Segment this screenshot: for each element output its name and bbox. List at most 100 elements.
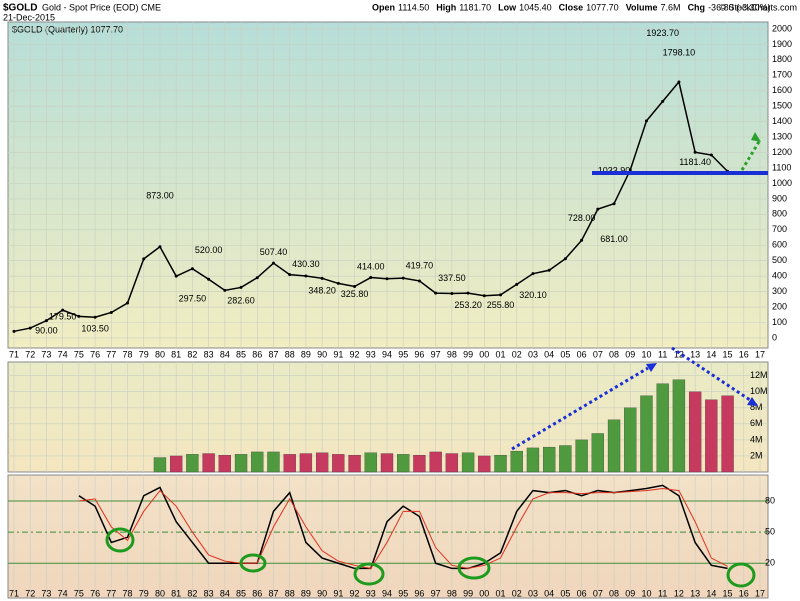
quote-label: Chg <box>688 2 706 12</box>
x-tick-label: 99 <box>463 588 473 598</box>
price-point <box>223 288 227 292</box>
volume-bar <box>267 451 280 473</box>
x-tick-label: 94 <box>382 349 392 359</box>
x-tick-label: 91 <box>333 588 343 598</box>
circle <box>239 553 267 573</box>
x-tick-label: 78 <box>123 349 133 359</box>
x-tick-label: 10 <box>641 588 651 598</box>
x-tick-label: 09 <box>625 588 635 598</box>
price-point <box>126 301 130 305</box>
y-tick-label: 1200 <box>772 147 792 157</box>
x-tick-label: 17 <box>755 588 765 598</box>
y-tick-label: 1000 <box>772 178 792 188</box>
arrow-head <box>747 397 758 406</box>
volume-bar <box>575 439 588 473</box>
y-tick-label: 1500 <box>772 101 792 111</box>
x-tick-label: 90 <box>317 349 327 359</box>
volume-bar <box>672 379 686 473</box>
x-tick-label: 05 <box>560 349 570 359</box>
y-tick-label: 4M <box>750 434 763 444</box>
price-point <box>677 80 681 84</box>
x-tick-label: 95 <box>398 588 408 598</box>
x-tick-label: 12 <box>674 588 684 598</box>
x-tick-label: 88 <box>285 349 295 359</box>
circle <box>457 556 491 580</box>
x-tick-label: 16 <box>739 588 749 598</box>
price-point <box>109 310 113 314</box>
x-tick-label: 71 <box>9 349 19 359</box>
x-tick-label: 86 <box>252 349 262 359</box>
x-tick-label: 72 <box>25 349 35 359</box>
symbol: $GOLD <box>3 3 37 14</box>
stoch-line <box>78 487 728 569</box>
price-annotation: 253.20 <box>454 300 482 310</box>
x-tick-label: 14 <box>706 588 716 598</box>
x-tick-label: 82 <box>187 588 197 598</box>
x-tick-label: 85 <box>236 349 246 359</box>
volume-bar <box>299 453 313 473</box>
arrow-head <box>751 132 761 142</box>
price-point <box>304 274 308 278</box>
x-tick-label: 79 <box>139 349 149 359</box>
price-point <box>450 291 454 295</box>
volume-bar <box>461 452 475 473</box>
x-tick-label: 06 <box>577 349 587 359</box>
x-tick-label: 73 <box>41 588 51 598</box>
price-point <box>547 268 551 272</box>
x-tick-label: 85 <box>236 588 246 598</box>
y-tick-label: 100 <box>772 317 787 327</box>
x-tick-label: 80 <box>155 349 165 359</box>
name: Gold - Spot Price (EOD) CME <box>42 2 161 12</box>
x-tick-label: 12 <box>674 349 684 359</box>
y-tick-label: 200 <box>772 301 787 311</box>
x-tick-label: 15 <box>723 349 733 359</box>
y-tick-label: 900 <box>772 193 787 203</box>
price-point <box>353 285 357 289</box>
circle <box>726 562 756 588</box>
price-point <box>255 276 259 280</box>
x-tick-label: 96 <box>414 349 424 359</box>
x-tick-label: 11 <box>658 349 667 359</box>
volume-bar <box>413 454 426 473</box>
y-tick-label: 300 <box>772 286 787 296</box>
quote-value: 1114.50 <box>398 2 429 12</box>
price-annotation: 90.00 <box>35 325 58 335</box>
x-tick-label: 04 <box>544 349 554 359</box>
y-tick-label: 700 <box>772 224 787 234</box>
y-tick-label: 80 <box>765 495 775 505</box>
price-annotation: 873.00 <box>146 190 174 200</box>
x-tick-label: 02 <box>512 349 522 359</box>
x-tick-label: 00 <box>479 349 489 359</box>
volume-bar <box>380 453 394 473</box>
price-point <box>174 274 178 278</box>
quote-value: 7.6M <box>661 2 681 12</box>
price-point <box>644 119 648 123</box>
volume-bar <box>251 451 264 473</box>
price-annotation: 325.80 <box>341 289 369 299</box>
x-tick-label: 09 <box>625 349 635 359</box>
price-point <box>466 291 470 295</box>
volume-bar <box>526 447 540 473</box>
x-tick-label: 07 <box>593 349 603 359</box>
x-tick-label: 84 <box>220 588 230 598</box>
volume-bar <box>348 454 361 473</box>
y-tick-label: 1800 <box>772 54 792 64</box>
price-point <box>77 314 81 318</box>
price-point <box>239 285 243 289</box>
x-tick-label: 75 <box>74 588 84 598</box>
volume-bar <box>186 454 199 473</box>
price-point <box>44 319 48 323</box>
x-tick-label: 72 <box>25 588 35 598</box>
price-annotation: 179.50 <box>49 312 77 322</box>
price-point <box>12 329 16 333</box>
price-point <box>271 261 275 265</box>
x-tick-label: 07 <box>593 588 603 598</box>
price-annotation: 728.00 <box>568 213 596 223</box>
x-tick-label: 14 <box>706 349 716 359</box>
legend: $GOLD (Quarterly) 1077.70 <box>12 24 123 34</box>
x-tick-label: 10 <box>641 349 651 359</box>
volume-bar <box>364 452 377 473</box>
x-tick-label: 80 <box>155 588 165 598</box>
x-tick-label: 96 <box>414 588 424 598</box>
y-tick-label: 1400 <box>772 116 792 126</box>
